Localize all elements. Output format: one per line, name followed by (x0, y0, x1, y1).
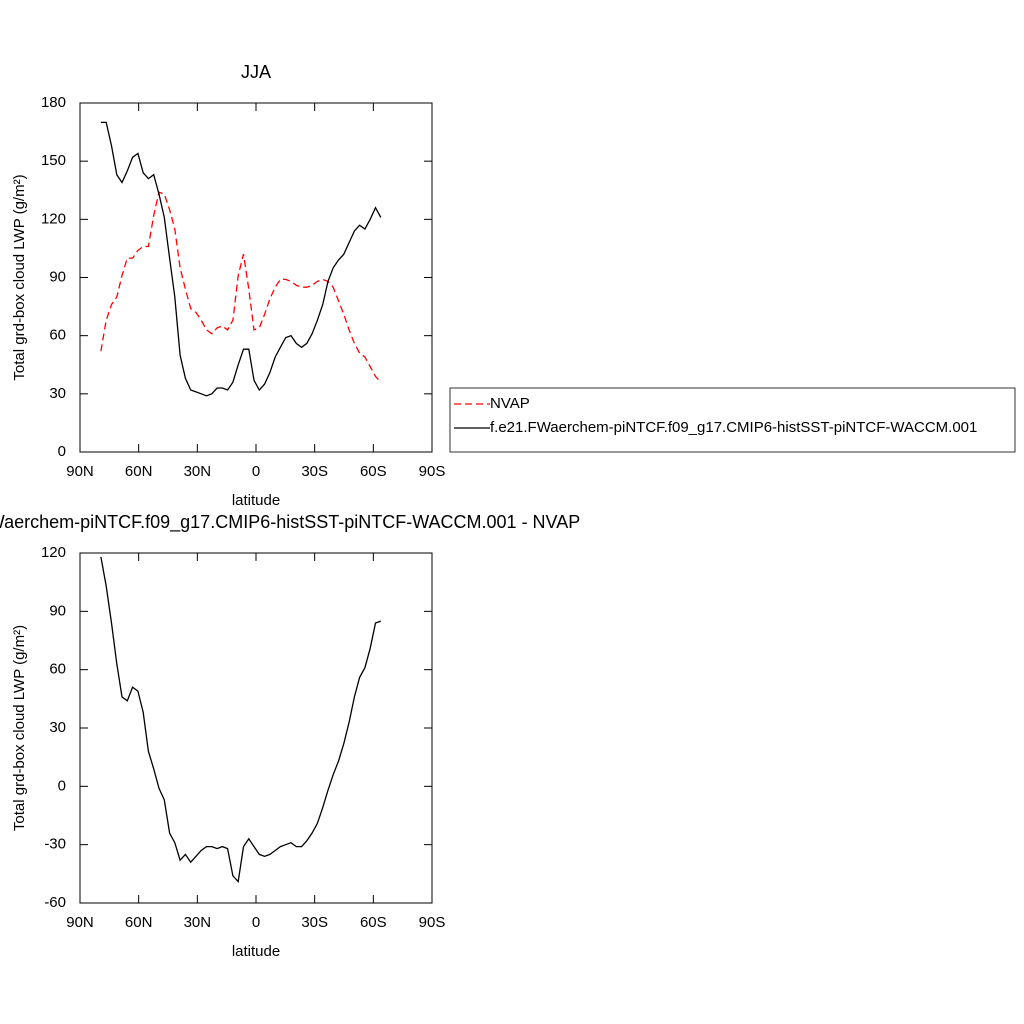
legend-box (449, 387, 1016, 453)
legend-label: f.e21.FWaerchem-piNTCF.f09_g17.CMIP6-his… (490, 419, 977, 436)
y-axis-label: Total grd-box cloud LWP (g/m²) (11, 174, 28, 380)
y-tick-label: 90 (49, 268, 66, 285)
x-tick-label: 60S (360, 914, 387, 931)
y-tick-label: 0 (58, 443, 66, 460)
y-tick-label: -60 (44, 894, 66, 911)
x-tick-label: 30N (184, 463, 212, 480)
x-tick-label: 90N (66, 463, 94, 480)
x-tick-label: 30N (184, 914, 212, 931)
y-tick-label: 120 (41, 210, 66, 227)
plot-frame (79, 102, 433, 453)
y-tick-label: 90 (49, 602, 66, 619)
y-tick-label: 30 (49, 719, 66, 736)
x-tick-label: 30S (301, 914, 328, 931)
x-tick-label: 60N (125, 463, 153, 480)
y-tick-label: 60 (49, 661, 66, 678)
y-tick-label: 30 (49, 385, 66, 402)
y-tick-label: 180 (41, 94, 66, 111)
y-axis-label: Total grd-box cloud LWP (g/m²) (11, 625, 28, 831)
chart-title: f.e21.FWaerchem-piNTCF.f09_g17.CMIP6-his… (0, 512, 580, 533)
y-tick-label: 150 (41, 152, 66, 169)
x-tick-label: 30S (301, 463, 328, 480)
x-tick-label: 0 (252, 463, 260, 480)
data-line (100, 191, 382, 383)
x-tick-label: 90S (419, 463, 446, 480)
x-tick-label: 0 (252, 914, 260, 931)
y-tick-label: -30 (44, 836, 66, 853)
data-line (100, 556, 382, 884)
x-axis-label: latitude (232, 943, 280, 960)
y-tick-label: 60 (49, 327, 66, 344)
x-tick-label: 90N (66, 914, 94, 931)
chart-title: JJA (241, 62, 271, 82)
legend-label: NVAP (490, 395, 530, 412)
x-tick-label: 90S (419, 914, 446, 931)
x-tick-label: 60S (360, 463, 387, 480)
data-line (100, 121, 382, 397)
x-axis-label: latitude (232, 492, 280, 509)
x-tick-label: 60N (125, 914, 153, 931)
y-tick-label: 120 (41, 544, 66, 561)
y-tick-label: 0 (58, 777, 66, 794)
